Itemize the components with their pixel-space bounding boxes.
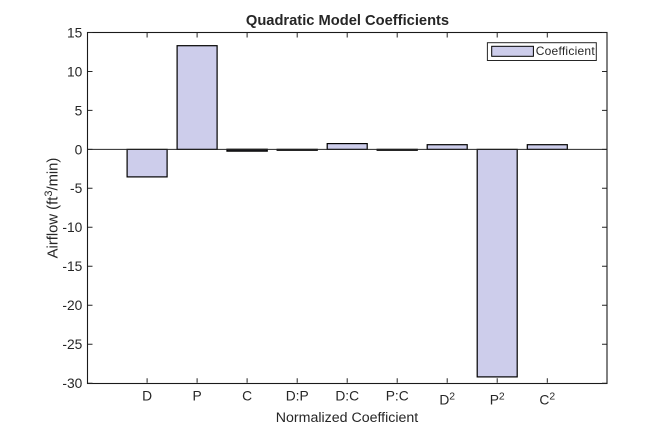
svg-text:5: 5: [75, 103, 83, 118]
svg-text:P:C: P:C: [386, 389, 409, 404]
svg-text:D: D: [142, 389, 152, 404]
svg-text:-30: -30: [62, 376, 82, 391]
svg-text:Normalized Coefficient: Normalized Coefficient: [276, 410, 419, 426]
svg-text:C: C: [242, 389, 252, 404]
svg-text:Coefficient: Coefficient: [536, 44, 596, 58]
svg-text:Airflow (ft3/min): Airflow (ft3/min): [43, 158, 61, 259]
svg-text:15: 15: [67, 25, 83, 40]
svg-text:0: 0: [75, 142, 83, 157]
svg-text:P: P: [192, 389, 201, 404]
svg-text:10: 10: [67, 64, 83, 79]
svg-text:Quadratic Model Coefficients: Quadratic Model Coefficients: [246, 13, 449, 29]
svg-text:-5: -5: [70, 181, 83, 196]
svg-text:D:P: D:P: [286, 389, 309, 404]
svg-text:D:C: D:C: [335, 389, 359, 404]
svg-text:-10: -10: [62, 220, 82, 235]
svg-text:-25: -25: [62, 337, 82, 352]
svg-text:-20: -20: [62, 298, 82, 313]
svg-text:-15: -15: [62, 259, 82, 274]
